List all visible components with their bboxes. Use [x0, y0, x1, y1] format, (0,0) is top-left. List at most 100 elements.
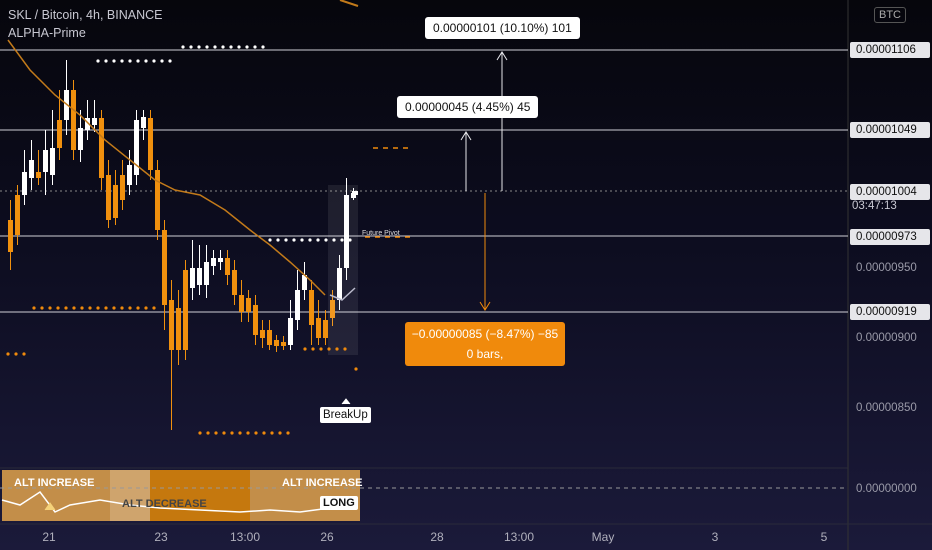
- candle-body: [99, 118, 104, 178]
- support-dot: [354, 367, 358, 371]
- candle-body: [169, 300, 174, 350]
- pivot-dots: [268, 238, 272, 242]
- candle-body: [8, 220, 13, 252]
- current-price-marker: [352, 191, 358, 195]
- arrow-head: [479, 301, 491, 311]
- arrow-head: [460, 131, 472, 141]
- pivot-dots: [316, 238, 320, 242]
- resistance-dots: [96, 59, 100, 63]
- candle-body: [22, 172, 27, 195]
- time-label: May: [591, 530, 615, 544]
- pivot-dots: [284, 238, 288, 242]
- candle-body: [148, 118, 153, 170]
- support-dots: [262, 431, 266, 435]
- support-dots: [206, 431, 210, 435]
- support-dots: [246, 431, 250, 435]
- support-dots: [112, 306, 116, 310]
- resistance-dots: [205, 45, 209, 49]
- support-dots: [88, 306, 92, 310]
- alt-increase-right: ALT INCREASE: [282, 477, 363, 489]
- bar-highlight: [328, 185, 358, 355]
- resistance-dots: [144, 59, 148, 63]
- breakup-label[interactable]: BreakUp: [320, 407, 371, 423]
- time-label: 13:00: [229, 530, 261, 544]
- measure-target-high[interactable]: 0.00000101 (10.10%) 101: [425, 17, 580, 39]
- support-dots: [22, 352, 26, 356]
- indicator-name[interactable]: ALPHA-Prime: [8, 26, 86, 40]
- support-dots: [327, 347, 331, 351]
- price-label-pivot: 0.00000973: [850, 229, 930, 245]
- support-dots: [136, 306, 140, 310]
- candle-body: [274, 340, 279, 346]
- currency-button[interactable]: BTC: [874, 7, 906, 23]
- measure-drop-bars: 0 bars,: [466, 347, 504, 361]
- candle-body: [92, 118, 97, 125]
- candle-body: [36, 172, 41, 178]
- price-label-current: 0.00001004: [850, 184, 930, 200]
- candle-body: [267, 330, 272, 345]
- oscillator-shade: [150, 470, 250, 521]
- support-dots: [72, 306, 76, 310]
- support-dots: [198, 431, 202, 435]
- support-dots: [56, 306, 60, 310]
- candle-body: [337, 268, 342, 300]
- future-pivot-label: Future Pivot: [362, 230, 400, 237]
- support-dots: [120, 306, 124, 310]
- resistance-dots: [253, 45, 257, 49]
- support-dots: [254, 431, 258, 435]
- candle-body: [330, 300, 335, 318]
- resistance-dots: [120, 59, 124, 63]
- resistance-dots: [261, 45, 265, 49]
- support-dots: [311, 347, 315, 351]
- alt-increase-left: ALT INCREASE: [14, 477, 95, 489]
- support-dots: [230, 431, 234, 435]
- candle-body: [162, 230, 167, 305]
- support-dots: [40, 306, 44, 310]
- measure-drop[interactable]: −0.00000085 (−8.47%) −85 0 bars,: [405, 322, 565, 366]
- candle-body: [295, 290, 300, 320]
- candle-body: [351, 193, 356, 198]
- pivot-dots: [292, 238, 296, 242]
- candle-body: [232, 270, 237, 295]
- candle-body: [323, 320, 328, 338]
- price-label-target-high: 0.00001106: [850, 42, 930, 58]
- candle-body: [120, 175, 125, 200]
- candle-body: [29, 160, 34, 178]
- candle-body: [183, 270, 188, 350]
- time-label: 5: [820, 530, 828, 544]
- candle-body: [85, 118, 90, 130]
- price-label-target-mid: 0.00001049: [850, 122, 930, 138]
- support-dots: [286, 431, 290, 435]
- support-dots: [343, 347, 347, 351]
- candle-body: [190, 268, 195, 288]
- oscillator-highlight: [110, 470, 150, 521]
- support-dots: [303, 347, 307, 351]
- resistance-dots: [245, 45, 249, 49]
- pivot-dots: [348, 238, 352, 242]
- arrow-head: [496, 51, 508, 61]
- candle-body: [155, 170, 160, 230]
- support-dots: [80, 306, 84, 310]
- resistance-dots: [197, 45, 201, 49]
- support-dots: [278, 431, 282, 435]
- candle-body: [309, 290, 314, 325]
- candle-body: [344, 195, 349, 268]
- pivot-dots: [332, 238, 336, 242]
- measure-drop-value: −0.00000085 (−8.47%) −85: [411, 327, 559, 341]
- support-dots: [32, 306, 36, 310]
- pivot-dots: [308, 238, 312, 242]
- time-label: 28: [430, 530, 444, 544]
- pivot-dots: [324, 238, 328, 242]
- candle-body: [57, 120, 62, 148]
- resistance-dots: [229, 45, 233, 49]
- support-dots: [222, 431, 226, 435]
- candle-body: [43, 150, 48, 172]
- support-dots: [270, 431, 274, 435]
- measure-target-mid[interactable]: 0.00000045 (4.45%) 45: [397, 96, 539, 118]
- candle-body: [253, 305, 258, 335]
- alt-decrease: ALT DECREASE: [122, 498, 207, 510]
- price-tick-950: 0.00000950: [856, 262, 917, 274]
- resistance-dots: [221, 45, 225, 49]
